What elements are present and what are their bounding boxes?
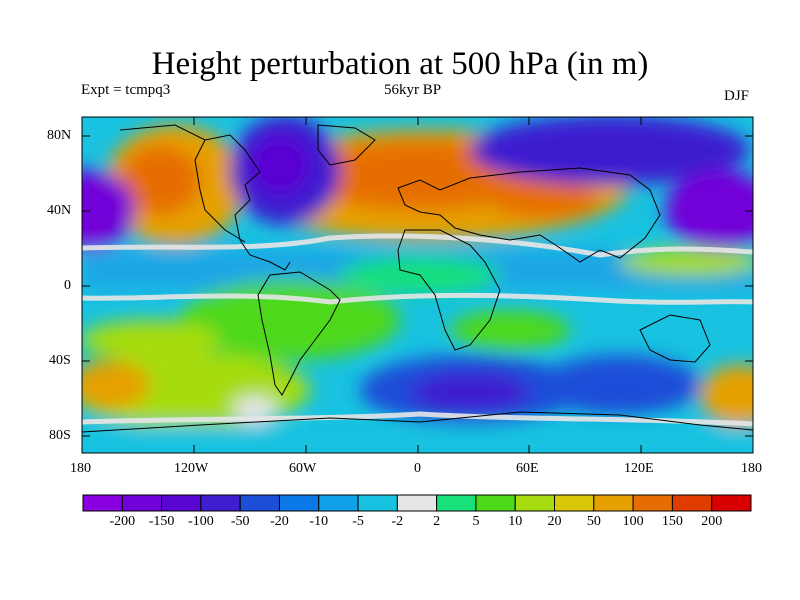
lon-tick-label: 120W bbox=[174, 461, 209, 476]
colorbar-label: -200 bbox=[109, 514, 136, 529]
colorbar bbox=[82, 494, 752, 512]
colorbar-label: 20 bbox=[547, 514, 562, 529]
colorbar-label: 150 bbox=[661, 514, 683, 529]
lon-tick-label: 180 bbox=[741, 461, 762, 476]
colorbar-label: 5 bbox=[472, 514, 480, 529]
lon-tick-label: 60W bbox=[289, 461, 317, 476]
colorbar-swatch bbox=[121, 494, 163, 512]
colorbar-swatch bbox=[436, 494, 477, 512]
colorbar-swatch bbox=[711, 494, 752, 512]
axis-ticks bbox=[82, 117, 753, 453]
colorbar-label: 2 bbox=[433, 514, 441, 529]
lat-tick-label: 80S bbox=[49, 428, 71, 443]
lon-tick-label: 0 bbox=[414, 461, 421, 476]
colorbar-label: -10 bbox=[309, 514, 329, 529]
lat-tick-label: 80N bbox=[47, 128, 72, 143]
lat-tick-label: 40S bbox=[49, 353, 71, 368]
colorbar-swatch bbox=[671, 494, 713, 512]
experiment-label: Expt = tcmpq3 bbox=[81, 82, 171, 98]
colorbar-label: 100 bbox=[622, 514, 644, 529]
colorbar-swatch bbox=[278, 494, 320, 512]
colorbar-swatch bbox=[161, 494, 202, 512]
colorbar-label: -2 bbox=[391, 514, 404, 529]
colorbar-swatch bbox=[475, 494, 516, 512]
lat-tick-label: 40N bbox=[47, 203, 72, 218]
colorbar-label: 10 bbox=[508, 514, 523, 529]
colorbar-swatch bbox=[239, 494, 280, 512]
colorbar-label: -5 bbox=[352, 514, 364, 529]
map-title: Height perturbation at 500 hPa (in m) bbox=[151, 46, 649, 82]
colorbar-swatch bbox=[554, 494, 595, 512]
colorbar-swatch bbox=[396, 494, 438, 512]
colorbar-label: 50 bbox=[586, 514, 601, 529]
colorbar-swatch bbox=[593, 494, 634, 512]
colorbar-label: -50 bbox=[230, 514, 250, 529]
colorbar-label: -100 bbox=[188, 514, 214, 529]
colorbar-swatch bbox=[318, 494, 359, 512]
period-label: 56kyr BP bbox=[384, 82, 442, 98]
colorbar-label: 200 bbox=[701, 514, 723, 529]
coastlines bbox=[82, 124, 753, 433]
lon-tick-label: 120E bbox=[624, 461, 654, 476]
lon-tick-label: 180 bbox=[70, 461, 91, 476]
height-field bbox=[82, 117, 753, 453]
lon-tick-label: 60E bbox=[516, 461, 539, 476]
colorbar-swatch bbox=[514, 494, 556, 512]
colorbar-swatch bbox=[200, 494, 241, 512]
colorbar-swatch bbox=[357, 494, 398, 512]
colorbar-swatch bbox=[82, 494, 123, 512]
colorbar-swatch bbox=[632, 494, 673, 512]
colorbar-label: -150 bbox=[148, 514, 175, 529]
colorbar-label: -20 bbox=[270, 514, 289, 529]
lat-tick-label: 0 bbox=[64, 278, 71, 293]
season-label: DJF bbox=[724, 88, 750, 104]
